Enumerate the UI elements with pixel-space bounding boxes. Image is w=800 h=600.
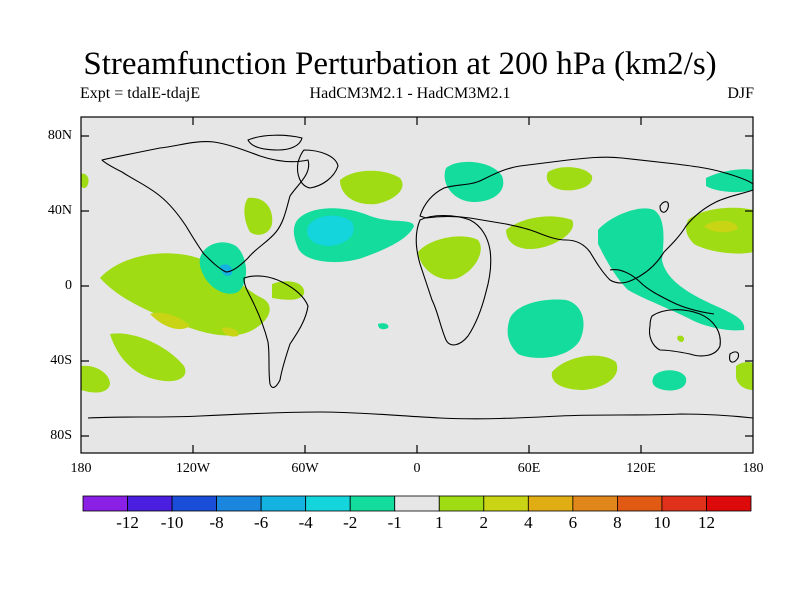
pos-arabia	[506, 216, 574, 250]
colorbar-label: -6	[254, 513, 269, 532]
pos-north-atlantic	[340, 170, 403, 205]
colorbar-label: 12	[697, 513, 715, 532]
lat-label-80s: 80S	[50, 428, 72, 443]
lon-label-0: 0	[413, 461, 421, 476]
pos-south-america	[272, 281, 305, 300]
colorbar-swatch	[438, 495, 485, 512]
lon-label-120w: 120W	[175, 461, 211, 476]
pos2-north-pacific	[704, 220, 738, 233]
colorbar-swatch	[171, 495, 217, 512]
experiment-label: Expt = tdalE-tdajE	[80, 85, 201, 102]
antarctica-outline	[87, 411, 754, 420]
coastlines	[87, 134, 754, 420]
maritime-continent-outline	[609, 269, 715, 315]
colorbar-label: -12	[116, 513, 139, 532]
colorbar-label: -10	[160, 513, 184, 532]
greenland-north-outline	[247, 134, 303, 151]
pos-north-america	[244, 197, 273, 235]
colorbar-swatch	[305, 495, 351, 512]
colorbar	[82, 495, 752, 512]
pos-south-pacific	[110, 333, 186, 382]
lat-label-40n: 40N	[47, 203, 72, 218]
colorbar-label: 8	[613, 513, 622, 532]
pos2-pacific-east	[222, 327, 239, 337]
colorbar-swatch	[617, 495, 663, 512]
lon-label-180e: 180	[742, 461, 764, 476]
lon-label-120e: 120E	[626, 461, 656, 476]
africa-outline	[415, 214, 492, 346]
pos-indian-ocean	[551, 355, 618, 390]
pos2-pacific	[150, 312, 190, 330]
colorbar-label: 2	[479, 513, 489, 532]
pos-west-edge-north	[81, 173, 89, 188]
lat-label-80n: 80N	[47, 128, 72, 143]
negative-anomalies	[199, 161, 753, 391]
colorbar-swatch	[216, 495, 262, 512]
pos-australia-spot	[677, 335, 685, 342]
lat-label-0: 0	[65, 278, 72, 293]
neg-europe	[444, 161, 504, 202]
japan-outline	[659, 201, 669, 213]
neg4-east-pacific	[220, 264, 233, 276]
pos-east-edge-south	[736, 362, 753, 390]
colorbar-label: -4	[298, 513, 313, 532]
eurasia-outline	[419, 156, 754, 284]
plot-title: Streamfunction Perturbation at 200 hPa (…	[83, 46, 717, 82]
pos-central-asia	[546, 167, 593, 191]
neg-west-pacific	[598, 208, 745, 331]
lon-label-60e: 60E	[517, 461, 541, 476]
colorbar-label: 6	[568, 513, 578, 532]
colorbar-swatch	[260, 495, 307, 512]
colorbar-swatch	[706, 495, 752, 512]
colorbar-swatch	[527, 495, 574, 512]
colorbar-label: 1	[435, 513, 444, 532]
colorbar-swatch	[349, 495, 396, 512]
neg-southern-ocean	[652, 370, 687, 391]
neg-indian-ocean	[507, 299, 584, 358]
negative-anomalies-level2	[220, 215, 354, 276]
positive-anomalies-level2	[150, 220, 738, 337]
colorbar-swatch	[483, 495, 529, 512]
lon-label-180w: 180	[70, 461, 92, 476]
colorbar-swatch	[661, 495, 707, 512]
colorbar-swatch	[127, 495, 173, 512]
colorbar-label: 4	[524, 513, 533, 532]
north-america-outline	[101, 141, 310, 273]
pos-africa	[418, 236, 481, 280]
axis-ticks	[81, 117, 753, 453]
new-zealand-outline	[729, 351, 740, 363]
australia-outline	[648, 309, 721, 357]
colorbar-label: -2	[343, 513, 358, 532]
colorbar-swatch	[572, 495, 618, 512]
south-america-outline	[243, 275, 309, 389]
colorbar-swatch	[394, 495, 440, 512]
colorbar-label: -1	[387, 513, 402, 532]
pos-west-edge-south	[81, 365, 110, 393]
colorbar-swatch	[82, 495, 128, 512]
season-label: DJF	[727, 85, 754, 102]
lon-label-60w: 60W	[291, 461, 319, 476]
greenland-outline	[296, 149, 339, 189]
neg2-atlantic	[307, 215, 354, 246]
neg-south-atlantic-spot	[378, 323, 389, 330]
colorbar-label: -8	[209, 513, 224, 532]
neg-east-edge	[706, 169, 753, 193]
model-label: HadCM3M2.1 - HadCM3M2.1	[309, 85, 511, 102]
lat-label-40s: 40S	[50, 353, 72, 368]
colorbar-label: 10	[653, 513, 671, 532]
